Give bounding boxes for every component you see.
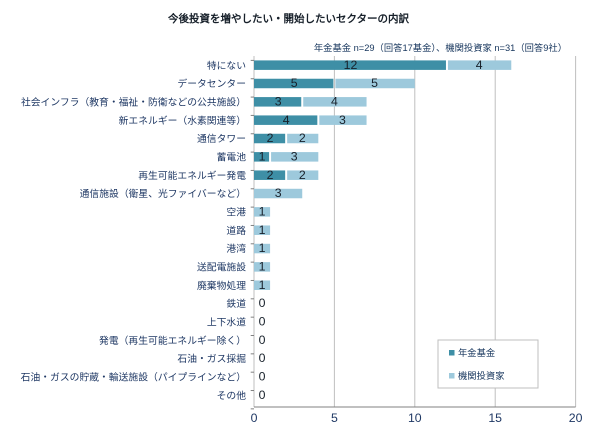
svg-text:1: 1 [259, 223, 266, 237]
svg-text:0: 0 [259, 315, 266, 329]
svg-text:10: 10 [408, 411, 422, 425]
svg-text:蓄電池: 蓄電池 [217, 150, 247, 163]
svg-text:石油・ガス採掘: 石油・ガス採掘 [177, 352, 246, 365]
svg-text:通信施設（衛星、光ファイバーなど）: 通信施設（衛星、光ファイバーなど） [80, 187, 246, 200]
svg-text:1: 1 [259, 149, 266, 163]
svg-text:4: 4 [476, 58, 483, 72]
svg-text:通信タワー: 通信タワー [197, 133, 246, 145]
svg-text:上下水道: 上下水道 [207, 316, 246, 329]
svg-text:年金基金: 年金基金 [458, 347, 496, 358]
svg-text:0: 0 [259, 388, 266, 402]
svg-text:道路: 道路 [226, 224, 246, 237]
svg-text:石油・ガスの貯蔵・輸送施設（パイプラインなど）: 石油・ガスの貯蔵・輸送施設（パイプラインなど） [21, 371, 246, 384]
svg-text:1: 1 [259, 204, 266, 218]
svg-text:5: 5 [291, 76, 298, 90]
svg-text:1: 1 [259, 241, 266, 255]
svg-text:機関投資家: 機関投資家 [458, 370, 505, 381]
svg-text:その他: その他 [217, 389, 247, 402]
svg-text:0: 0 [259, 296, 266, 310]
svg-text:発電（再生可能エネルギー除く）: 発電（再生可能エネルギー除く） [99, 334, 246, 347]
svg-text:4: 4 [331, 94, 338, 108]
svg-text:1: 1 [259, 278, 266, 292]
svg-text:0: 0 [251, 411, 258, 425]
svg-text:社会インフラ（教育・福祉・防衛などの公共施設）: 社会インフラ（教育・福祉・防衛などの公共施設） [21, 95, 246, 108]
svg-text:3: 3 [339, 113, 346, 127]
svg-text:12: 12 [344, 58, 358, 72]
svg-text:5: 5 [371, 76, 378, 90]
svg-text:再生可能エネルギー発電: 再生可能エネルギー発電 [138, 169, 246, 182]
svg-text:4: 4 [283, 113, 290, 127]
svg-text:空港: 空港 [226, 205, 246, 218]
svg-text:廃棄物処理: 廃棄物処理 [197, 279, 246, 292]
svg-text:特にない: 特にない [207, 60, 246, 72]
svg-text:0: 0 [259, 333, 266, 347]
svg-text:港湾: 港湾 [226, 242, 246, 255]
svg-text:5: 5 [331, 411, 338, 425]
svg-text:データセンター: データセンター [177, 77, 246, 90]
svg-text:3: 3 [291, 149, 298, 163]
svg-text:0: 0 [259, 370, 266, 384]
svg-text:20: 20 [569, 411, 583, 425]
svg-text:3: 3 [275, 94, 282, 108]
svg-text:2: 2 [267, 168, 274, 182]
svg-text:2: 2 [299, 131, 306, 145]
svg-text:15: 15 [488, 411, 502, 425]
svg-text:鉄道: 鉄道 [226, 297, 246, 310]
svg-text:新エネルギー（水素関連等）: 新エネルギー（水素関連等） [119, 114, 246, 127]
svg-text:2: 2 [299, 168, 306, 182]
svg-text:1: 1 [259, 259, 266, 273]
svg-text:0: 0 [259, 351, 266, 365]
svg-text:3: 3 [275, 186, 282, 200]
svg-text:2: 2 [267, 131, 274, 145]
svg-text:送配電施設: 送配電施設 [197, 260, 246, 273]
